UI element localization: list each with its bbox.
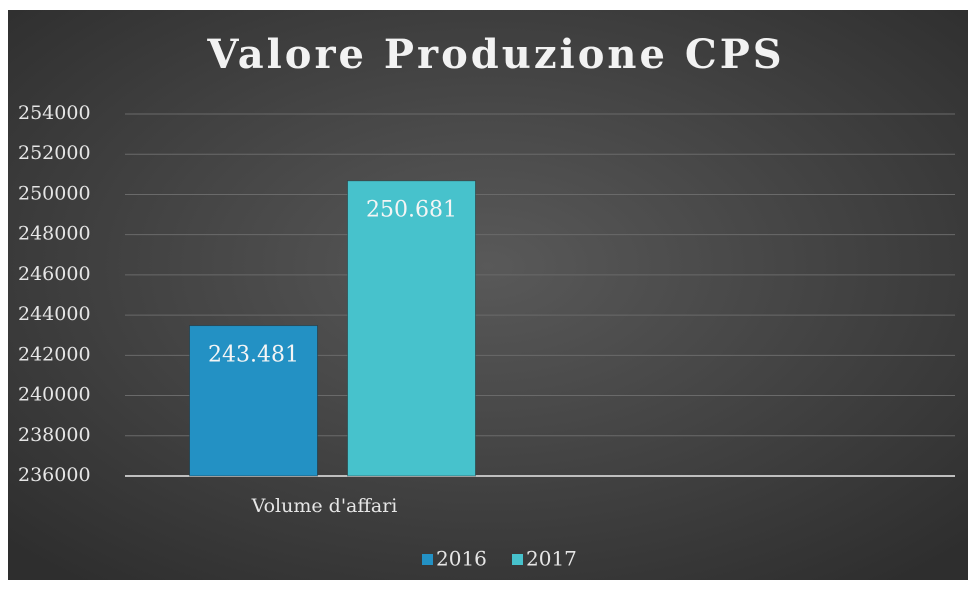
y-tick-label: 254000	[18, 102, 91, 124]
y-tick-label: 252000	[18, 142, 91, 164]
legend-swatch	[512, 554, 523, 565]
bar	[189, 325, 318, 477]
x-tick-label: Volume d'affari	[251, 495, 398, 517]
legend-swatch	[422, 554, 433, 565]
y-tick-label: 242000	[18, 343, 91, 365]
legend-label: 2017	[526, 547, 577, 571]
data-label: 250.681	[366, 198, 457, 223]
y-tick-label: 236000	[18, 464, 91, 486]
y-tick-label: 244000	[18, 303, 91, 325]
chart-title: Valore Produzione CPS	[206, 31, 784, 78]
y-tick-label: 250000	[18, 182, 91, 204]
legend-label: 2016	[436, 547, 487, 571]
chart-background	[8, 10, 968, 580]
y-tick-label: 240000	[18, 384, 91, 406]
y-tick-label: 238000	[18, 424, 91, 446]
y-tick-label: 246000	[18, 263, 91, 285]
bar	[347, 180, 476, 477]
y-tick-label: 248000	[18, 223, 91, 245]
data-label: 243.481	[208, 343, 299, 368]
